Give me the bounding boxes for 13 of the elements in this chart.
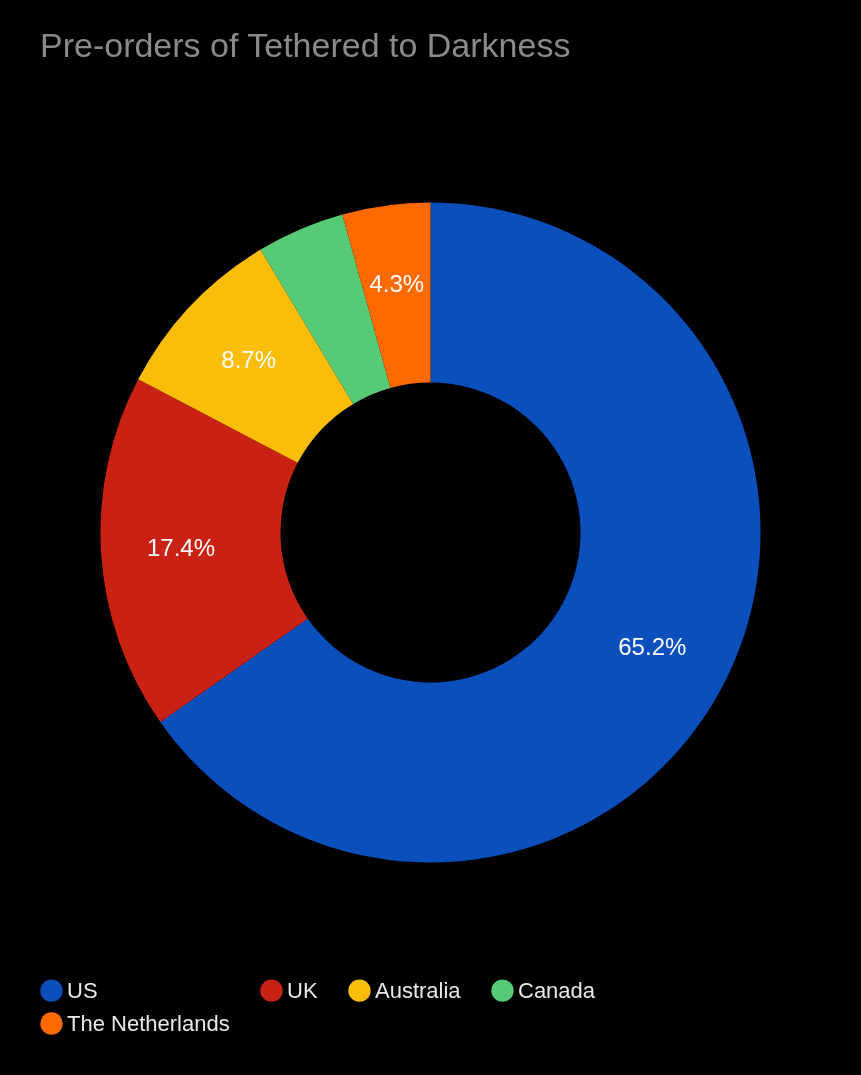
donut-slice (100, 379, 308, 722)
data-label: 4.3% (369, 269, 425, 297)
chart-title: Pre-orders of Tethered to Darkness (40, 26, 571, 64)
data-label: 17.4% (146, 533, 216, 561)
legend-label: US (67, 977, 98, 1003)
data-label: 8.7% (221, 345, 277, 373)
legend-label: Australia (375, 977, 462, 1003)
data-label: 65.2% (618, 632, 687, 660)
legend-label: Canada (518, 977, 596, 1003)
legend-label: UK (287, 977, 318, 1003)
donut-slice (138, 249, 354, 463)
donut-slice (342, 202, 431, 388)
legend-label: The Netherlands (67, 1010, 230, 1036)
